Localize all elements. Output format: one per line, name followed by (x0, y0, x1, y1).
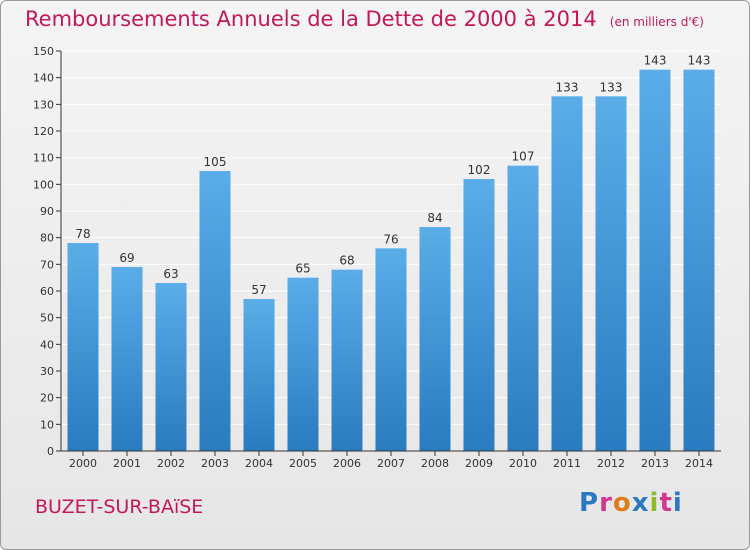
data-label-2001: 69 (119, 251, 134, 265)
data-label-2008: 84 (427, 211, 442, 225)
logo-letter: r (599, 488, 613, 518)
y-tick-label: 140 (33, 72, 54, 85)
data-label-2007: 76 (383, 232, 398, 246)
bar-2002 (155, 283, 187, 451)
data-label-2006: 68 (339, 254, 354, 268)
logo-letter: x (631, 488, 650, 518)
chart-title-block: Remboursements Annuels de la Dette de 20… (25, 7, 704, 31)
data-label-2000: 78 (75, 227, 90, 241)
bar-2008 (419, 227, 451, 451)
data-label-2004: 57 (251, 283, 266, 297)
x-tick-label-2005: 2005 (289, 457, 317, 470)
y-tick-label: 80 (40, 232, 54, 245)
y-tick-label: 70 (40, 258, 54, 271)
x-tick-label-2014: 2014 (685, 457, 713, 470)
bar-2012 (595, 96, 627, 451)
data-labels: 78 69 63 105 57 65 68 76 84 102 107 133 133 143 143 (75, 54, 710, 297)
x-tick-label-2004: 2004 (245, 457, 273, 470)
logo-letter: i (649, 488, 660, 518)
axes: 0 10 20 30 40 50 60 70 80 90 100 110 120 130 140 150 200… (33, 45, 721, 470)
logo-letter: i (672, 488, 683, 518)
data-label-2012: 133 (600, 80, 623, 94)
data-label-2011: 133 (556, 80, 579, 94)
x-tick-label-2011: 2011 (553, 457, 581, 470)
y-tick-label: 50 (40, 312, 54, 325)
bar-2010 (507, 165, 539, 451)
data-label-2009: 102 (468, 163, 491, 177)
y-tick-label: 30 (40, 365, 54, 378)
bars (67, 69, 715, 452)
data-label-2013: 143 (644, 54, 667, 68)
bar-2011 (551, 96, 583, 451)
data-label-2002: 63 (163, 267, 178, 281)
x-tick-label-2008: 2008 (421, 457, 449, 470)
data-label-2010: 107 (512, 150, 535, 164)
bar-2014 (683, 69, 715, 452)
x-tick-label-2001: 2001 (113, 457, 141, 470)
x-tick-label-2003: 2003 (201, 457, 229, 470)
bar-2009 (463, 179, 495, 451)
y-tick-label: 90 (40, 205, 54, 218)
x-tick-label-2010: 2010 (509, 457, 537, 470)
logo-letter: t (659, 488, 673, 518)
x-tick-label-2009: 2009 (465, 457, 493, 470)
y-tick-label: 20 (40, 392, 54, 405)
y-tick-label: 150 (33, 45, 54, 58)
y-tick-label: 120 (33, 125, 54, 138)
bar-2003 (199, 171, 231, 451)
data-label-2005: 65 (295, 262, 310, 276)
bar-2004 (243, 299, 275, 451)
bar-2000 (67, 243, 99, 451)
logo-letter: P (579, 488, 600, 518)
x-tick-label-2006: 2006 (333, 457, 361, 470)
y-tick-label: 130 (33, 98, 54, 111)
x-tick-label-2013: 2013 (641, 457, 669, 470)
place-name: BUZET-SUR-BAïSE (35, 496, 204, 518)
unit-note: (en milliers d'€) (609, 15, 704, 29)
y-tick-label: 60 (40, 285, 54, 298)
bar-2006 (331, 269, 363, 451)
x-tick-label-2007: 2007 (377, 457, 405, 470)
y-tick-label: 0 (47, 445, 54, 458)
bar-2013 (639, 69, 671, 452)
proxiti-logo: Proxiti (579, 488, 683, 518)
bar-2005 (287, 277, 319, 451)
x-tick-label-2002: 2002 (157, 457, 185, 470)
data-label-2014: 143 (688, 54, 711, 68)
bar-2001 (111, 267, 143, 451)
y-tick-label: 10 (40, 418, 54, 431)
x-tick-label-2012: 2012 (597, 457, 625, 470)
y-tick-label: 40 (40, 338, 54, 351)
chart-title: Remboursements Annuels de la Dette de 20… (25, 7, 597, 31)
y-tick-label: 100 (33, 178, 54, 191)
y-tick-label: 110 (33, 152, 54, 165)
logo-letter: o (612, 488, 632, 518)
data-label-2003: 105 (204, 155, 227, 169)
x-tick-label-2000: 2000 (69, 457, 97, 470)
bar-2007 (375, 248, 407, 451)
